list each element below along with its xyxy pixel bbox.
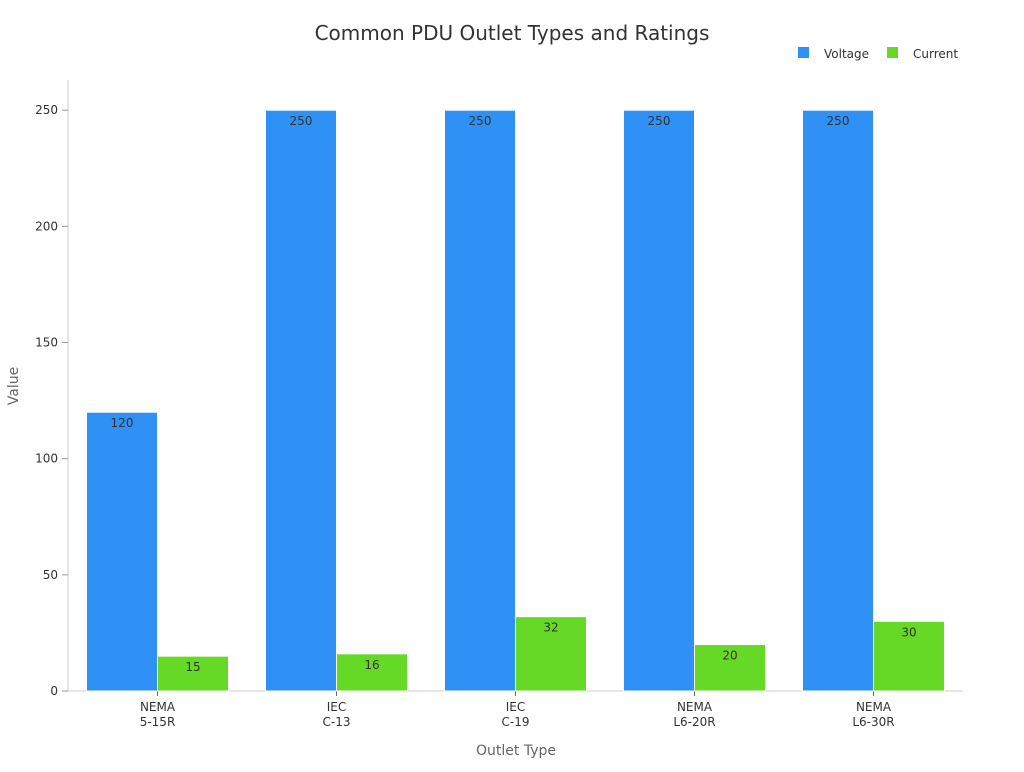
legend-swatch-voltage (798, 47, 809, 58)
x-tick-label: 5-15R (140, 715, 176, 729)
x-tick-label: NEMA (677, 700, 713, 714)
x-tick-label: L6-20R (673, 715, 715, 729)
y-tick-label: 50 (43, 568, 58, 582)
data-label: 16 (364, 658, 379, 672)
bar-current (694, 644, 766, 692)
x-tick-label: L6-30R (852, 715, 894, 729)
chart-title: Common PDU Outlet Types and Ratings (315, 21, 710, 45)
data-label: 120 (111, 416, 134, 430)
x-tick-label: IEC (327, 700, 347, 714)
x-tick-label: IEC (506, 700, 526, 714)
y-tick-label: 200 (35, 219, 58, 233)
x-tick-label: C-13 (323, 715, 351, 729)
y-tick-label: 150 (35, 336, 58, 350)
x-axis-label: Outlet Type (476, 743, 556, 759)
legend-swatch-current (887, 47, 898, 58)
legend: Voltage Current (798, 47, 958, 61)
data-label: 15 (185, 660, 200, 674)
bar-voltage (265, 109, 337, 692)
bar-voltage (86, 411, 158, 692)
bar-current (336, 653, 408, 692)
x-tick-label: NEMA (140, 700, 176, 714)
data-label: 250 (290, 114, 313, 128)
bar-voltage (623, 109, 695, 692)
data-label: 250 (648, 114, 671, 128)
y-tick-label: 100 (35, 452, 58, 466)
data-label: 250 (469, 114, 492, 128)
legend-label: Voltage (824, 47, 869, 61)
bar-voltage (444, 109, 516, 692)
y-axis-label: Value (6, 367, 22, 405)
y-tick-label: 0 (50, 684, 58, 698)
data-label: 20 (722, 649, 737, 663)
y-tick-label: 250 (35, 103, 58, 117)
bar-current (157, 655, 229, 692)
plot-area: 050100150200250NEMA5-15R12015IECC-132501… (35, 80, 963, 729)
data-label: 32 (543, 621, 558, 635)
x-tick-label: C-19 (502, 715, 530, 729)
data-label: 30 (901, 625, 916, 639)
x-tick-label: NEMA (856, 700, 892, 714)
bar-current (873, 620, 945, 692)
bar-voltage (802, 109, 874, 692)
legend-label: Current (913, 47, 958, 61)
data-label: 250 (827, 114, 850, 128)
bar-current (515, 616, 587, 692)
